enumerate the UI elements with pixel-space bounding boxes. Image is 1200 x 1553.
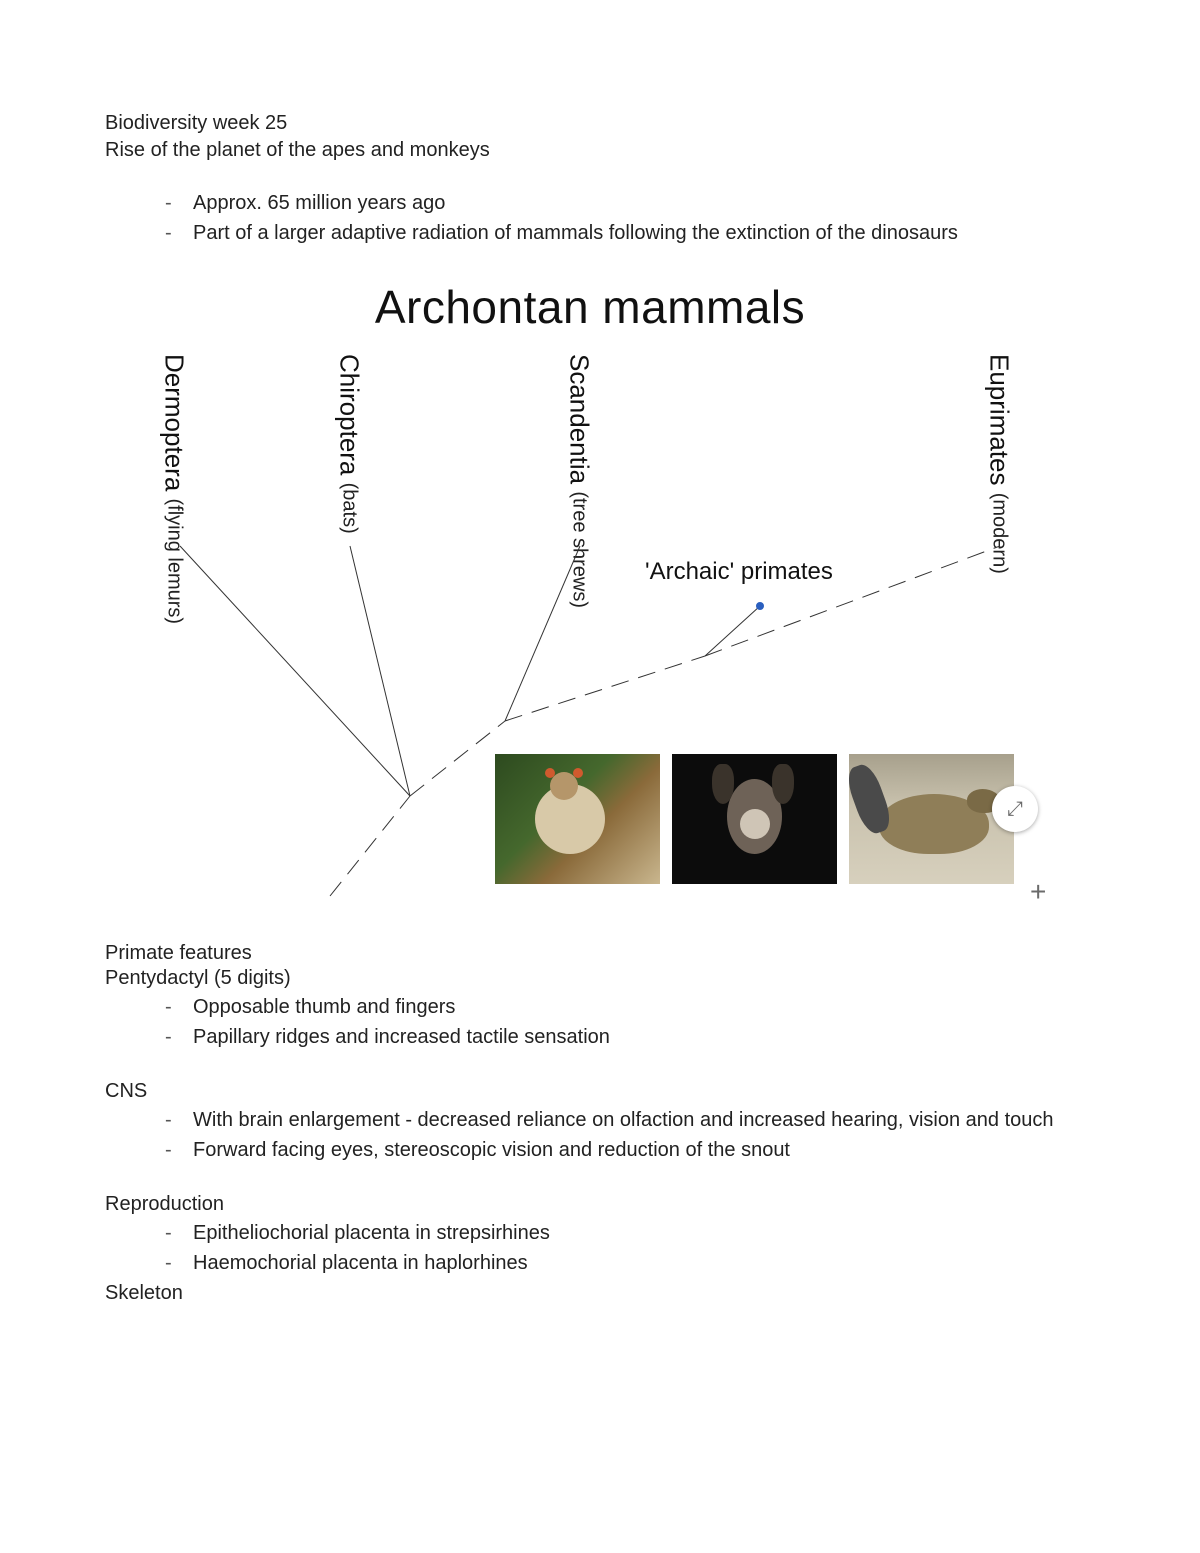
list-item: - Part of a larger adaptive radiation of… [165,218,1095,248]
list-item: - Epitheliochorial placenta in strepsirh… [165,1218,1095,1248]
list-item: - Approx. 65 million years ago [165,188,1095,218]
dash-icon: - [165,1022,193,1052]
dash-icon: - [165,1135,193,1165]
pentadactyl-bullets: - Opposable thumb and fingers - Papillar… [105,992,1095,1052]
intro-bullets: - Approx. 65 million years ago - Part of… [105,188,1095,248]
bat-photo [672,754,837,884]
dash-icon: - [165,1105,193,1135]
cladogram-diagram: Archontan mammals Dermoptera (flying lem… [105,276,1075,906]
list-item: - Opposable thumb and fingers [165,992,1095,1022]
document-page: Biodiversity week 25 Rise of the planet … [0,0,1200,1553]
bullet-text: With brain enlargement - decreased relia… [193,1105,1054,1135]
dash-icon: - [165,218,193,248]
primate-features-heading: Primate features [105,942,1095,965]
dash-icon: - [165,992,193,1022]
bullet-text: Forward facing eyes, stereoscopic vision… [193,1135,790,1165]
bullet-text: Opposable thumb and fingers [193,992,455,1022]
list-item: - Papillary ridges and increased tactile… [165,1022,1095,1052]
bullet-text: Papillary ridges and increased tactile s… [193,1022,610,1052]
title-line-2: Rise of the planet of the apes and monke… [105,137,1095,164]
expand-icon[interactable]: ⤢ [992,786,1038,832]
bullet-text: Haemochorial placenta in haplorhines [193,1248,528,1278]
dash-icon: - [165,1248,193,1278]
bullet-text: Part of a larger adaptive radiation of m… [193,218,958,248]
cns-bullets: - With brain enlargement - decreased rel… [105,1105,1095,1165]
photo-row [495,754,1014,884]
bullet-text: Approx. 65 million years ago [193,188,445,218]
skeleton-heading: Skeleton [105,1282,1095,1305]
dash-icon: - [165,188,193,218]
list-item: - With brain enlargement - decreased rel… [165,1105,1095,1135]
pentadactyl-heading: Pentydactyl (5 digits) [105,967,1095,990]
reproduction-heading: Reproduction [105,1193,1095,1216]
list-item: - Forward facing eyes, stereoscopic visi… [165,1135,1095,1165]
list-item: - Haemochorial placenta in haplorhines [165,1248,1095,1278]
plus-icon[interactable]: + [1030,876,1046,908]
bullet-text: Epitheliochorial placenta in strepsirhin… [193,1218,550,1248]
cns-heading: CNS [105,1080,1095,1103]
tree-shrew-photo [849,754,1014,884]
dash-icon: - [165,1218,193,1248]
reproduction-bullets: - Epitheliochorial placenta in strepsirh… [105,1218,1095,1278]
title-block: Biodiversity week 25 Rise of the planet … [105,110,1095,164]
title-line-1: Biodiversity week 25 [105,110,1095,137]
flying-lemur-photo [495,754,660,884]
